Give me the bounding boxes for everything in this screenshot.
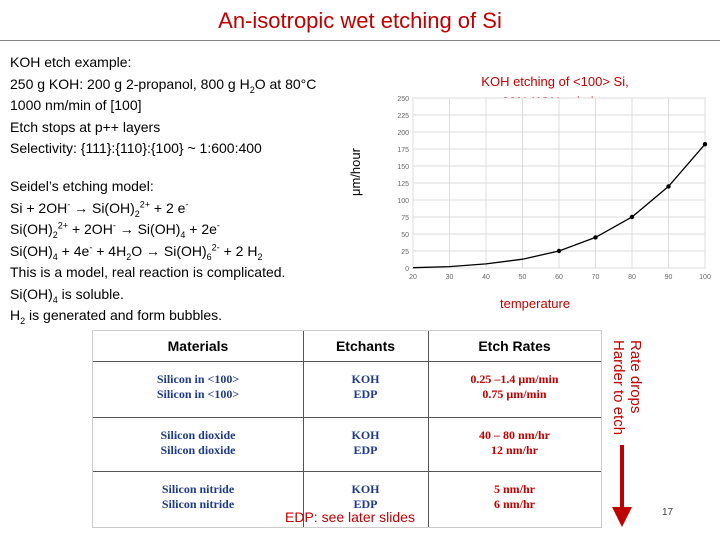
table-cell-material: Silicon nitride	[161, 497, 235, 511]
y-tick-label: 75	[401, 215, 409, 222]
koh-example-block: KOH etch example: 250 g KOH: 200 g 2-pro…	[10, 52, 316, 160]
table-cell-etchant: KOH	[351, 428, 380, 442]
edp-note: EDP: see later slides	[285, 509, 415, 525]
page-number: 17	[662, 507, 674, 518]
rate-drops-text: Rate drops Harder to etch	[610, 340, 644, 436]
x-tick-label: 20	[409, 274, 417, 281]
y-tick-label: 100	[397, 198, 409, 205]
table-cell-rate: 40 – 80 nm/hr	[478, 428, 550, 442]
y-tick-label: 125	[397, 181, 409, 188]
table-header-etchants: Etchants	[335, 338, 396, 354]
y-tick-label: 0	[405, 266, 409, 273]
bubbles-note: H2 is generated and form bubbles.	[10, 307, 223, 326]
table-cell-rate: 12 nm/hr	[490, 443, 538, 457]
x-tick-label: 100	[699, 274, 711, 281]
etch-rate-table: Materials Etchants Etch Rates Silicon in <1…	[92, 330, 602, 528]
koh-recipe-line: 250 g KOH: 200 g 2-propanol, 800 g H2O a…	[10, 75, 317, 95]
x-tick-label: 70	[592, 274, 600, 281]
y-tick-label: 200	[397, 130, 409, 137]
y-tick-label: 250	[397, 96, 409, 103]
etch-rate-line: 1000 nm/min of [100]	[10, 97, 142, 113]
data-point	[556, 248, 562, 254]
koh-etch-rate-chart: 0 25 50 75 100 125 150 175 200 225 250 20 30 40 50 60 70…	[397, 96, 711, 281]
title-divider	[0, 40, 720, 41]
x-tick-label: 90	[665, 274, 673, 281]
reaction-2: Si(OH)22+ + 2OH- → Si(OH)4 + 2e-	[10, 220, 220, 240]
down-arrow-icon	[612, 445, 632, 527]
chart-y-axis-label: μm/hour	[348, 148, 363, 196]
y-tick-label: 150	[397, 164, 409, 171]
table-cell-material: Silicon in <100>	[156, 372, 240, 386]
seidel-model-block: Seidel’s etching model: Si + 2OH- → Si(O…	[10, 176, 285, 327]
chart-x-axis-label: temperature	[500, 296, 571, 311]
table-row-divider	[93, 417, 601, 418]
reaction-3: Si(OH)4 + 4e- + 4H2O → Si(OH)62- + 2 H2	[10, 241, 263, 262]
y-tick-label: 175	[397, 147, 409, 154]
reaction-1: Si + 2OH- → Si(OH)22+ + 2 e-	[10, 198, 189, 219]
table-cell-rate: 0.75 μm/min	[482, 387, 547, 401]
data-point	[666, 184, 671, 189]
table-header-materials: Materials	[167, 338, 229, 354]
seidel-heading: Seidel’s etching model:	[10, 178, 154, 194]
rate-drops-note: Rate drops Harder to etch	[606, 340, 644, 440]
data-point	[593, 235, 598, 240]
y-tick-label: 25	[401, 249, 409, 256]
selectivity-line: Selectivity: {111}:{110}:{100} ~ 1:600:4…	[10, 140, 262, 156]
model-note: This is a model, real reaction is compli…	[10, 264, 286, 280]
data-point	[702, 142, 708, 147]
slide-title: An-isotropic wet etching of Si	[218, 8, 502, 33]
table-cell-etchant: EDP	[353, 443, 378, 457]
soluble-note: Si(OH)4 is soluble.	[10, 285, 124, 305]
table-cell-material: Silicon dioxide	[160, 443, 236, 457]
table-cell-material: Silicon dioxide	[160, 428, 236, 442]
y-tick-label: 50	[401, 232, 409, 239]
table-cell-etchant: EDP	[353, 497, 378, 511]
data-point	[629, 214, 635, 220]
table-cell-etchant: KOH	[351, 372, 380, 386]
table-cell-rate: 6 nm/hr	[493, 497, 535, 511]
table-row-divider	[93, 361, 601, 362]
x-tick-label: 60	[555, 274, 563, 281]
chart-title-line1: KOH etching of <100> Si,	[481, 74, 629, 89]
x-tick-label: 30	[446, 274, 454, 281]
x-tick-label: 50	[519, 274, 527, 281]
table-column-divider	[428, 331, 429, 527]
table-cell-etchant: KOH	[351, 482, 380, 496]
x-tick-label: 40	[482, 274, 490, 281]
table-header-etch-rates: Etch Rates	[478, 338, 551, 354]
etch-stop-line: Etch stops at p++ layers	[10, 118, 161, 135]
koh-example-heading: KOH etch example:	[10, 54, 132, 70]
x-tick-label: 80	[628, 274, 636, 281]
table-column-divider	[303, 331, 304, 527]
table-cell-material: Silicon nitride	[161, 482, 235, 496]
table-row-divider	[93, 471, 601, 472]
y-tick-label: 225	[397, 113, 409, 120]
table-cell-etchant: EDP	[353, 387, 378, 401]
table-cell-rate: 0.25 –1.4 μm/min	[470, 372, 559, 386]
table-cell-material: Silicon in <100>	[156, 387, 240, 401]
table-cell-rate: 5 nm/hr	[493, 482, 535, 496]
